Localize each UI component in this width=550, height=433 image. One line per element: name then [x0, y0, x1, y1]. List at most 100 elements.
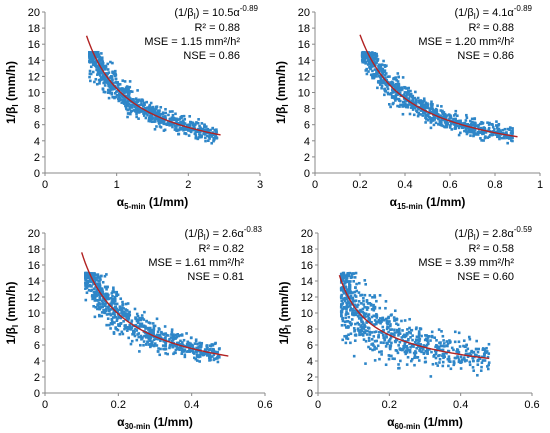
scatter-point: [425, 334, 429, 337]
y-tick-label: 2: [34, 152, 40, 164]
scatter-point: [126, 315, 130, 318]
scatter-point: [166, 120, 170, 124]
scatter-point: [194, 339, 198, 343]
scatter-point: [408, 350, 412, 354]
scatter-point: [341, 338, 344, 342]
scatter-point: [165, 333, 168, 337]
y-tick-label: 0: [307, 388, 313, 400]
scatter-point: [134, 317, 137, 321]
scatter-point: [365, 72, 369, 76]
scatter-point: [360, 329, 364, 333]
scatter-point: [140, 337, 143, 341]
scatter-point: [163, 325, 167, 328]
scatter-point: [347, 302, 350, 305]
scatter-point: [473, 117, 476, 121]
scatter-point: [121, 87, 124, 90]
scatter-point: [511, 127, 514, 130]
scatter-point: [103, 299, 107, 303]
y-tick-label: 8: [304, 104, 310, 116]
scatter-point: [479, 369, 483, 372]
scatter-point: [100, 288, 104, 291]
scatter-point: [449, 367, 453, 371]
scatter-point: [368, 318, 372, 321]
scatter-point: [97, 291, 101, 295]
scatter-point: [495, 120, 498, 123]
scatter-point: [371, 51, 374, 54]
scatter-point: [364, 329, 367, 332]
scatter-point: [442, 342, 446, 345]
scatter-point: [434, 352, 438, 356]
scatter-point: [349, 323, 353, 327]
scatter-point: [347, 295, 351, 299]
scatter-point: [95, 51, 99, 55]
scatter-point: [485, 346, 488, 350]
scatter-point: [458, 124, 462, 128]
scatter-point: [112, 297, 116, 301]
scatter-point: [198, 355, 202, 358]
scatter-point: [122, 102, 126, 105]
scatter-point: [135, 329, 139, 332]
scatter-point: [125, 85, 129, 88]
scatter-point: [436, 104, 439, 108]
scatter-point: [112, 290, 116, 294]
scatter-point: [204, 136, 207, 140]
scatter-point: [134, 323, 138, 327]
scatter-point: [95, 64, 99, 68]
scatter-point: [108, 76, 112, 79]
scatter-point: [149, 119, 152, 122]
x-axis-title-unit: (1/mm): [423, 195, 466, 209]
scatter-point: [93, 315, 97, 319]
scatter-point: [389, 92, 393, 96]
scatter-point: [177, 334, 181, 338]
scatter-point: [86, 284, 90, 288]
scatter-point: [104, 301, 108, 305]
scatter-point: [511, 139, 514, 143]
scatter-point: [357, 300, 361, 303]
scatter-point: [391, 88, 394, 91]
scatter-point: [393, 328, 396, 332]
scatter-point: [405, 363, 409, 366]
scatter-point: [103, 310, 107, 313]
scatter-point: [98, 314, 101, 318]
scatter-point: [86, 273, 89, 277]
scatter-point: [177, 342, 181, 346]
scatter-point: [349, 290, 353, 294]
scatter-point: [98, 276, 101, 279]
scatter-point: [407, 330, 411, 334]
scatter-point: [158, 125, 162, 128]
scatter-point: [91, 59, 95, 63]
scatter-point: [345, 310, 348, 314]
scatter-point: [137, 332, 141, 335]
scatter-point: [150, 117, 153, 121]
scatter-point: [429, 121, 433, 124]
scatter-point: [364, 315, 367, 319]
scatter-point: [367, 316, 370, 320]
scatter-point: [360, 58, 364, 62]
scatter-point: [362, 52, 366, 55]
scatter-point: [397, 334, 400, 337]
scatter-point: [456, 350, 459, 354]
scatter-point: [435, 344, 438, 347]
scatter-series: [84, 271, 221, 364]
scatter-point: [186, 340, 190, 344]
scatter-point: [162, 119, 166, 123]
scatter-point: [96, 285, 100, 288]
scatter-point: [170, 333, 173, 336]
scatter-point: [87, 288, 91, 292]
scatter-point: [439, 109, 443, 112]
scatter-point: [172, 352, 175, 356]
scatter-point: [343, 306, 347, 310]
scatter-point: [101, 88, 105, 91]
y-tick-label: 8: [34, 324, 40, 336]
scatter-point: [121, 89, 124, 93]
scatter-point: [139, 318, 143, 322]
x-axis-title-sub: 15-min: [397, 202, 423, 211]
scatter-point: [168, 337, 171, 341]
scatter-point: [373, 359, 377, 362]
scatter-point: [388, 320, 391, 323]
scatter-point: [94, 286, 97, 289]
scatter-point: [453, 330, 457, 334]
scatter-point: [394, 349, 398, 352]
scatter-point: [371, 69, 374, 73]
